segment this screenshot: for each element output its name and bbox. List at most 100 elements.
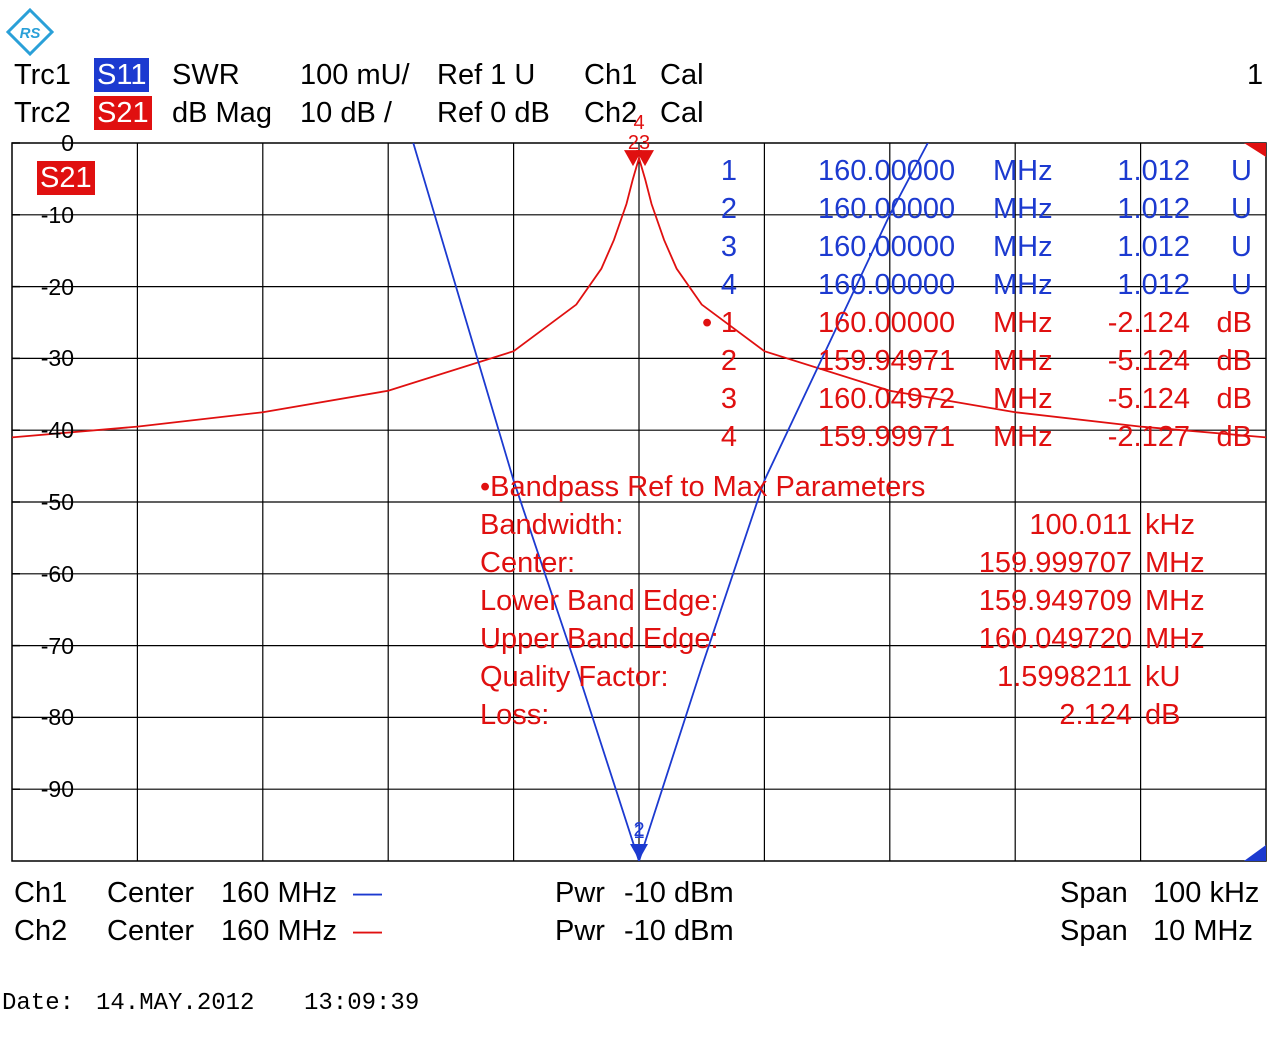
marker-freq-unit: MHz <box>993 307 1053 339</box>
footer-ch1-center-label: Center <box>107 877 195 909</box>
marker-s11-label: 1 <box>633 821 644 843</box>
marker-freq-unit: MHz <box>993 383 1053 415</box>
footer-ch1-span: 100 kHz <box>1153 877 1260 909</box>
bandpass-row-unit: MHz <box>1145 623 1205 655</box>
trace1-scale: 100 mU/ <box>300 59 410 91</box>
footer-ch1-pwr: -10 dBm <box>624 877 734 909</box>
bandpass-row-label: Upper Band Edge: <box>480 623 719 655</box>
footer-ch1-channel: Ch1 <box>14 877 68 909</box>
y-tick-label: -80 <box>40 704 74 731</box>
bandpass-row-value: 2.124 <box>1059 699 1132 731</box>
marker-frequency: 160.00000 <box>818 269 956 301</box>
bandpass-row-unit: dB <box>1145 699 1181 731</box>
trace2-param-badge[interactable]: S21 <box>94 96 152 130</box>
svg-text:RS: RS <box>20 25 41 42</box>
marker-s21-triangle <box>624 150 642 167</box>
marker-s21-triangle <box>636 150 654 167</box>
marker-frequency: 160.00000 <box>818 193 956 225</box>
trace-s21-line <box>11 154 1267 439</box>
active-trace-badge[interactable]: S21 <box>37 161 95 195</box>
bandpass-title: •Bandpass Ref to Max Parameters <box>480 471 926 503</box>
marker-number: 1 <box>720 155 737 187</box>
y-tick-label: -50 <box>40 489 74 515</box>
y-tick-label: -40 <box>40 417 74 444</box>
corner-indicator-blue <box>1244 845 1266 861</box>
marker-value: 1.012 <box>1117 193 1190 225</box>
bandpass-row-label: Bandwidth: <box>480 509 624 541</box>
y-tick-label: -30 <box>40 345 74 372</box>
y-tick-label: -90 <box>40 776 74 803</box>
bandpass-row-value: 1.5998211 <box>997 661 1132 693</box>
marker-value-unit: dB <box>1216 383 1252 415</box>
trace1-format: SWR <box>172 59 240 91</box>
bandpass-row-value: 100.011 <box>1029 509 1132 541</box>
trace-s11-line <box>412 143 929 861</box>
time-value: 13:09:39 <box>304 990 420 1017</box>
y-tick-label: -70 <box>40 632 74 659</box>
marker-freq-unit: MHz <box>993 345 1053 377</box>
footer-ch2-pwr-label: Pwr <box>555 915 605 947</box>
marker-s11-triangle <box>630 844 648 860</box>
footer-ch2-pwr: -10 dBm <box>624 915 734 947</box>
marker-value-unit: U <box>1231 155 1252 187</box>
footer-ch1-span-label: Span <box>1060 877 1128 909</box>
marker-frequency: 159.94971 <box>818 345 956 377</box>
marker-value: -5.124 <box>1107 383 1190 415</box>
marker-frequency: 160.04972 <box>818 383 956 415</box>
marker-number: 1 <box>720 307 737 339</box>
marker-frequency: 160.00000 <box>818 155 956 187</box>
bandpass-row-label: Quality Factor: <box>480 661 669 693</box>
marker-value-unit: dB <box>1216 307 1252 339</box>
y-tick-label: -10 <box>40 201 74 228</box>
footer-ch2-channel: Ch2 <box>14 915 68 947</box>
bandpass-row-label: Center: <box>480 547 576 579</box>
bandpass-row-unit: kHz <box>1145 509 1195 541</box>
marker-s21-label: 23 <box>628 132 650 154</box>
bandpass-row-unit: kU <box>1145 661 1181 693</box>
footer-ch2-span-label: Span <box>1060 915 1128 947</box>
marker-number: 4 <box>720 421 737 453</box>
date-value: 14.MAY.2012 <box>96 990 255 1017</box>
trace1-cal: Cal <box>660 59 704 91</box>
marker-s21-label: 4 <box>633 112 644 134</box>
marker-number: 3 <box>720 383 737 415</box>
marker-number: 2 <box>720 193 737 225</box>
marker-freq-unit: MHz <box>993 231 1053 263</box>
marker-freq-unit: MHz <box>993 193 1053 225</box>
footer-ch2-center-label: Center <box>107 915 195 947</box>
bandpass-row-value: 160.049720 <box>978 623 1132 655</box>
marker-frequency: 160.00000 <box>818 307 956 339</box>
trace2-format: dB Mag <box>172 97 272 129</box>
y-tick-label: -60 <box>40 560 74 587</box>
trace1-label: Trc1 <box>14 59 71 91</box>
marker-value-unit: U <box>1231 269 1252 301</box>
marker-freq-unit: MHz <box>993 155 1053 187</box>
footer-ch1-center: 160 MHz <box>221 877 338 909</box>
marker-value: 1.012 <box>1117 231 1190 263</box>
marker-value-unit: U <box>1231 231 1252 263</box>
bandpass-row-label: Loss: <box>480 699 550 731</box>
window-number: 1 <box>1247 59 1264 91</box>
footer-ch2-span: 10 MHz <box>1153 915 1253 947</box>
marker-frequency: 159.99971 <box>818 421 956 453</box>
marker-value: -2.127 <box>1107 421 1190 453</box>
marker-value-unit: U <box>1231 193 1252 225</box>
trace2-cal: Cal <box>660 97 704 129</box>
trace2-scale: 10 dB / <box>300 97 392 129</box>
marker-frequency: 160.00000 <box>818 231 956 263</box>
corner-indicator-red <box>1244 143 1266 157</box>
footer-ch1-line: — <box>353 877 382 909</box>
footer-ch2-center: 160 MHz <box>221 915 338 947</box>
trace1-channel: Ch1 <box>584 59 638 91</box>
footer-ch1-pwr-label: Pwr <box>555 877 605 909</box>
active-marker-bullet: • <box>702 307 713 339</box>
trace1-param-badge[interactable]: S11 <box>94 58 150 92</box>
trace1-ref: Ref 1 U <box>437 59 536 91</box>
marker-number: 2 <box>720 345 737 377</box>
marker-s11-label: 2 <box>633 819 644 841</box>
marker-freq-unit: MHz <box>993 269 1053 301</box>
marker-value-unit: dB <box>1216 345 1252 377</box>
date-label: Date: <box>2 990 75 1017</box>
bandpass-row-unit: MHz <box>1145 547 1205 579</box>
